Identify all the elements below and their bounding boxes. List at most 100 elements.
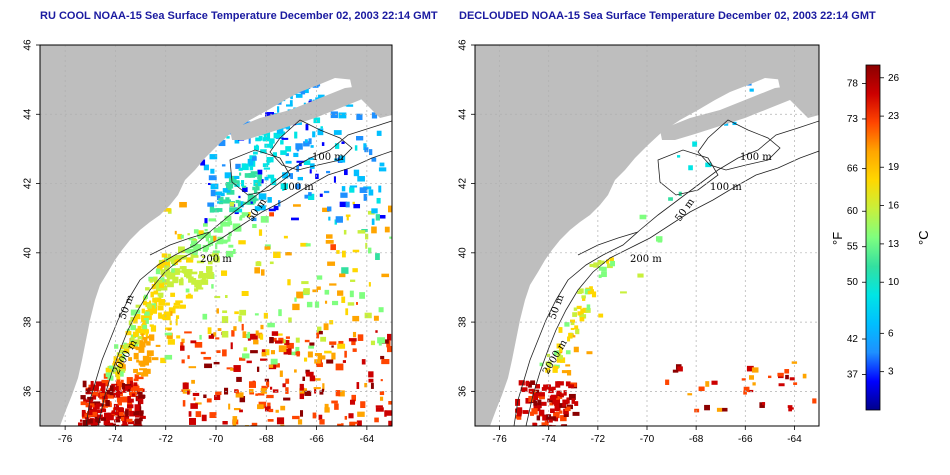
sst-pixel (570, 320, 575, 326)
sst-pixel (235, 390, 240, 394)
sst-pixel (692, 141, 698, 147)
sst-pixel (574, 325, 579, 330)
sst-pixel (267, 402, 271, 410)
sst-pixel (264, 378, 269, 382)
sst-pixel (146, 335, 150, 339)
sst-pixel (343, 229, 347, 235)
sst-pixel (352, 249, 360, 253)
sst-pixel (135, 346, 143, 351)
sst-pixel (264, 246, 271, 250)
sst-pixel (516, 415, 522, 420)
sst-pixel (141, 308, 145, 314)
sst-pixel (173, 268, 180, 275)
sst-pixel (778, 383, 785, 387)
sst-pixel (746, 365, 754, 372)
sst-pixel (346, 216, 349, 221)
lon-tick-label: -66 (738, 434, 753, 445)
sst-pixel (573, 307, 578, 311)
lon-tick-label: -74 (108, 434, 123, 445)
sst-pixel (238, 195, 241, 199)
sst-pixel (375, 253, 380, 260)
sst-pixel (375, 330, 378, 333)
sst-pixel (194, 288, 199, 292)
sst-pixel (258, 229, 263, 236)
sst-pixel (293, 152, 299, 158)
sst-pixel (255, 261, 262, 267)
sst-pixel (570, 319, 576, 323)
sst-pixel (133, 382, 138, 387)
sst-pixel (530, 380, 536, 385)
sst-pixel (101, 379, 109, 387)
sst-pixel (119, 412, 124, 417)
sst-pixel (248, 381, 256, 388)
sst-pixel (676, 155, 681, 158)
sst-pixel (209, 206, 215, 213)
sst-pixel (221, 270, 228, 276)
sst-pixel (282, 131, 286, 135)
sst-pixel (315, 362, 323, 368)
lat-tick-label: 36 (458, 385, 469, 397)
sst-pixel (601, 266, 607, 272)
sst-pixel (133, 339, 140, 345)
sst-pixel (250, 195, 257, 202)
sst-pixel (574, 401, 579, 406)
sst-pixel (207, 182, 212, 186)
sst-pixel (146, 315, 152, 320)
sst-pixel (749, 88, 754, 92)
sst-pixel (166, 269, 171, 274)
sst-pixel (242, 331, 247, 338)
sst-pixel (159, 285, 168, 291)
sst-pixel (761, 402, 766, 406)
sst-pixel (218, 198, 222, 201)
sst-pixel (82, 419, 89, 426)
sst-pixel (237, 200, 241, 207)
sst-pixel (196, 260, 205, 264)
sst-pixel (247, 212, 251, 218)
sst-pixel (193, 229, 199, 234)
sst-pixel (216, 350, 221, 354)
sst-pixel (94, 416, 101, 424)
sst-pixel (214, 394, 221, 401)
sst-pixel (134, 313, 141, 320)
sst-pixel (128, 391, 137, 396)
sst-pixel (157, 279, 163, 284)
sst-pixel (555, 381, 561, 388)
sst-pixel (554, 404, 561, 412)
celsius-tick-label: 16 (888, 201, 900, 212)
sst-pixel (324, 407, 330, 413)
sst-pixel (255, 330, 259, 336)
sst-pixel (229, 207, 237, 213)
sst-pixel (222, 188, 231, 193)
sst-pixel (260, 358, 268, 361)
sst-pixel (211, 284, 214, 289)
sst-pixel (326, 359, 334, 364)
sst-pixel (324, 300, 328, 304)
sst-pixel (370, 382, 374, 389)
sst-pixel (361, 359, 366, 365)
sst-pixel (233, 248, 236, 255)
contour-label: 100 m (282, 182, 314, 193)
sst-pixel (227, 221, 233, 226)
sst-pixel (249, 333, 258, 340)
sst-pixel (357, 230, 366, 234)
sst-pixel (368, 189, 374, 196)
sst-pixel (305, 243, 311, 247)
sst-pixel (133, 385, 140, 392)
celsius-tick-label: 3 (888, 367, 894, 378)
sst-pixel (153, 276, 158, 282)
sst-pixel (198, 230, 204, 235)
sst-pixel (295, 93, 303, 98)
contour-label: 200 m (630, 254, 662, 265)
sst-pixel (192, 392, 200, 397)
sst-pixel (105, 399, 110, 407)
sst-pixel (177, 246, 185, 254)
sst-pixel (109, 391, 114, 396)
sst-pixel (375, 407, 384, 412)
sst-pixel (238, 315, 242, 322)
sst-pixel (206, 266, 213, 273)
sst-pixel (313, 378, 321, 381)
sst-pixel (568, 384, 574, 389)
sst-pixel (213, 235, 217, 242)
sst-pixel (351, 394, 357, 402)
